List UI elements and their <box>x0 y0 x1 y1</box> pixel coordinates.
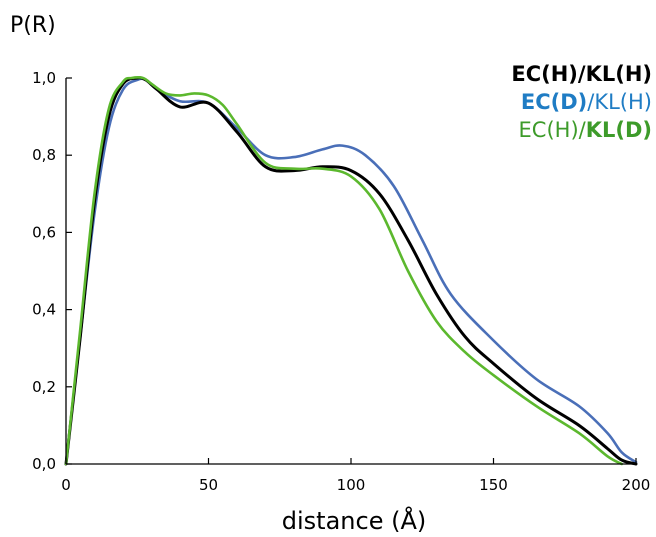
legend-entry-text: KL(D) <box>586 118 652 142</box>
legend-entry-text: EC(H)/KL(H) <box>511 62 652 86</box>
series-layer <box>64 76 638 466</box>
legend-entry-1: EC(H)/KL(H) <box>511 62 652 86</box>
x-tick-label: 0 <box>61 476 71 494</box>
y-tick-label: 0,8 <box>32 146 56 164</box>
legend-entry-text: EC(H)/ <box>519 118 587 142</box>
x-axis-ticks: 0 50 100 150 200 <box>61 458 650 494</box>
legend-entry-2: EC(D)/KL(H) <box>521 90 652 114</box>
series-line-1 <box>64 77 638 466</box>
y-tick-label: 0,4 <box>32 301 56 319</box>
legend-entry-3: EC(H)/KL(D) <box>519 118 652 142</box>
series-line-2 <box>64 76 638 466</box>
y-tick-label: 0,2 <box>32 378 56 396</box>
x-tick-label: 200 <box>622 476 651 494</box>
y-axis-ticks: 0,0 0,2 0,4 0,6 0,8 1,0 <box>32 69 72 473</box>
y-tick-label: 0,6 <box>32 223 56 241</box>
x-tick-label: 50 <box>199 476 218 494</box>
x-axis-title: distance (Å) <box>282 506 426 535</box>
legend-entry-text: EC(D) <box>521 90 587 114</box>
legend: EC(H)/KL(H)EC(D)/KL(H)EC(H)/KL(D) <box>511 62 652 142</box>
y-axis-title: P(R) <box>10 13 56 38</box>
legend-entry-text: /KL(H) <box>587 90 652 114</box>
y-tick-label: 0,0 <box>32 455 56 473</box>
x-tick-label: 150 <box>479 476 508 494</box>
x-tick-label: 100 <box>337 476 366 494</box>
y-tick-label: 1,0 <box>32 69 56 87</box>
series-line-3 <box>64 76 624 466</box>
